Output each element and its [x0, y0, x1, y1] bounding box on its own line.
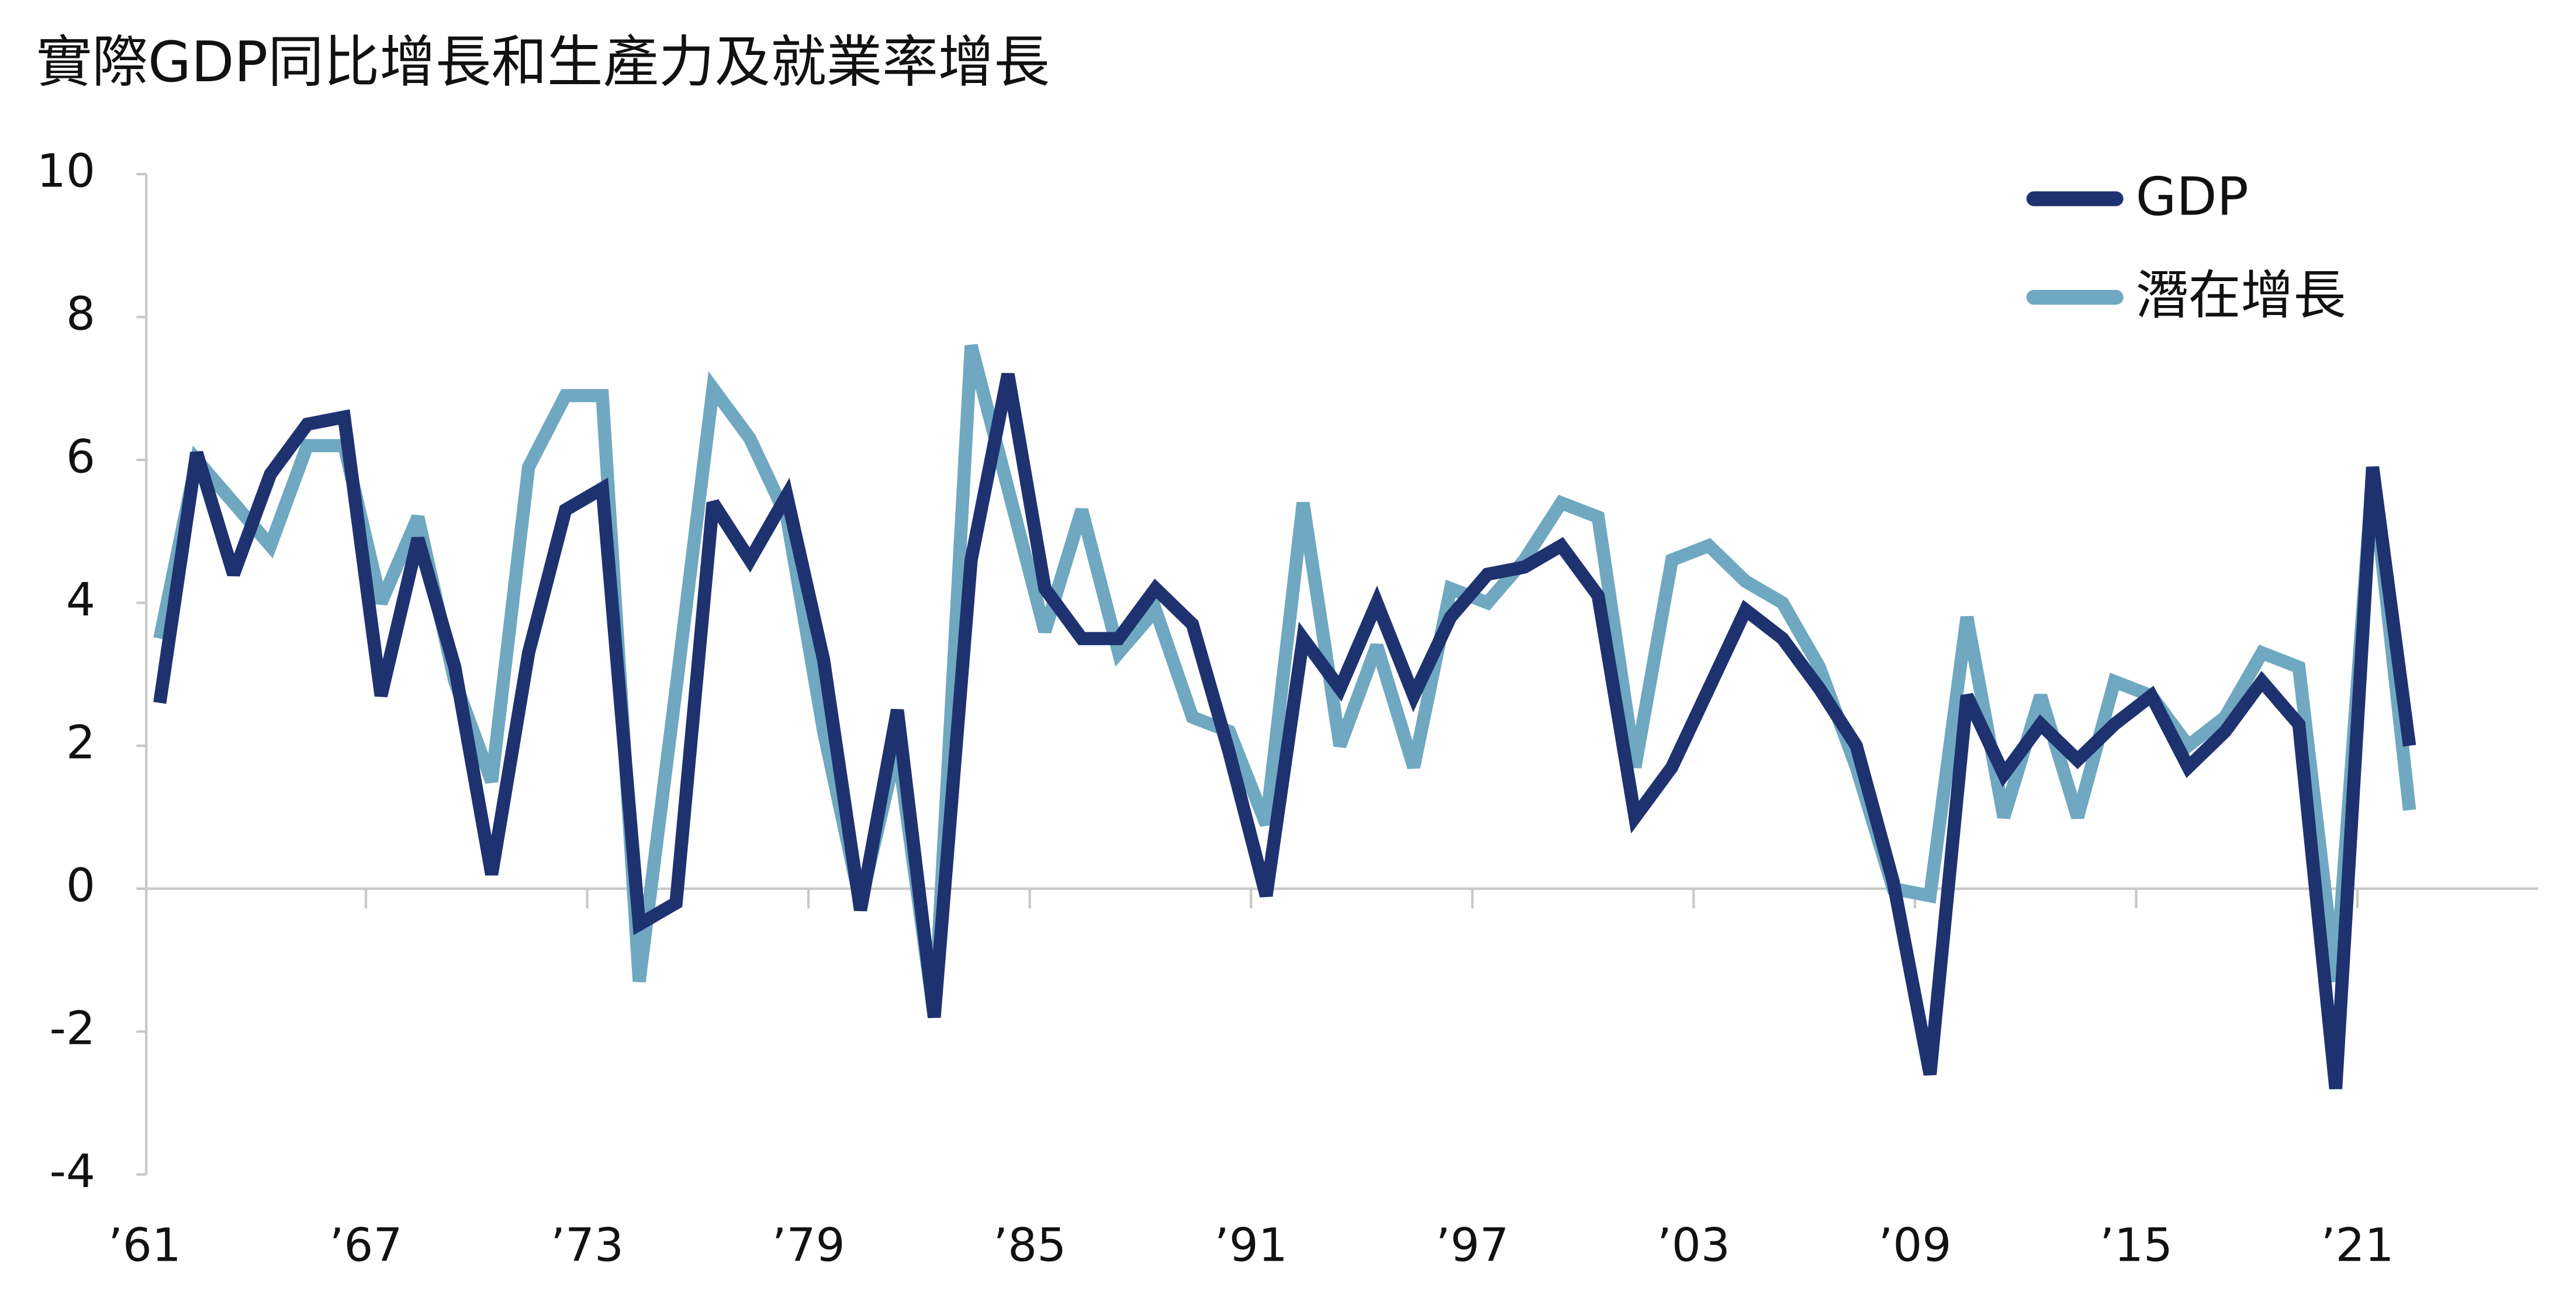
x-tick-label: ’79 — [772, 1218, 845, 1272]
y-tick-label: 0 — [66, 859, 95, 912]
data-line — [153, 373, 2416, 1089]
data-line — [153, 344, 2416, 1019]
x-tick-label: ’67 — [329, 1218, 402, 1272]
y-tick-label: 2 — [66, 715, 95, 769]
x-tick-label: ’09 — [1878, 1218, 1951, 1272]
legend-label: 潛在增長 — [2136, 265, 2346, 326]
x-tick-label: ’73 — [551, 1218, 624, 1272]
y-tick-label: -2 — [50, 1001, 95, 1055]
x-tick-label: ’21 — [2321, 1218, 2394, 1272]
y-tick-label: 6 — [66, 430, 95, 483]
y-tick-label: 8 — [66, 287, 95, 341]
chart-title: 實際GDP同比增長和生產力及就業率增長 — [36, 29, 1050, 95]
x-tick-label: ’97 — [1436, 1218, 1509, 1272]
x-tick-label: ’91 — [1215, 1218, 1288, 1272]
x-tick-label: ’03 — [1657, 1218, 1730, 1272]
x-tick-label: ’15 — [2100, 1218, 2173, 1272]
legend-label: GDP — [2136, 167, 2249, 227]
y-tick-label: -4 — [50, 1144, 95, 1198]
x-tick-label: ’85 — [993, 1218, 1066, 1272]
y-tick-label: 10 — [37, 144, 95, 198]
x-tick-label: ’61 — [108, 1218, 181, 1272]
y-tick-label: 4 — [66, 573, 95, 627]
